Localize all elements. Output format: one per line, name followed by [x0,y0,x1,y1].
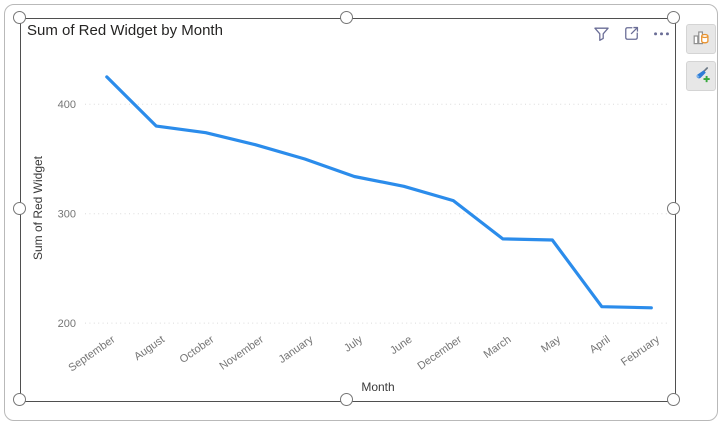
resize-handle-bottom-right[interactable] [667,393,680,406]
build-visual-button[interactable] [686,24,716,54]
svg-text:November: November [218,333,267,372]
filter-icon[interactable] [593,25,610,42]
more-options-icon[interactable] [653,25,670,42]
resize-handle-top-middle[interactable] [340,11,353,24]
visual-container-border [4,4,718,421]
resize-handle-middle-right[interactable] [667,202,680,215]
x-axis-title: Month [361,380,395,394]
bar-chart-with-paint-bucket-icon [692,29,710,50]
side-toolbar [686,24,716,91]
svg-text:February: February [619,333,662,368]
svg-text:400: 400 [58,99,76,111]
focus-mode-icon[interactable] [623,25,640,42]
visual-title: Sum of Red Widget by Month [27,22,223,39]
resize-handle-top-right[interactable] [667,11,680,24]
resize-handle-top-left[interactable] [13,11,26,24]
resize-handle-bottom-middle[interactable] [340,393,353,406]
svg-text:September: September [67,333,118,374]
svg-text:April: April [588,334,613,356]
svg-text:July: July [342,333,365,354]
svg-text:May: May [539,333,563,355]
visual-header [593,25,670,42]
resize-handle-middle-left[interactable] [13,202,26,215]
y-axis-title: Sum of Red Widget [31,155,45,261]
svg-text:June: June [388,334,414,358]
resize-handle-bottom-left[interactable] [13,393,26,406]
svg-text:October: October [178,333,217,365]
svg-text:August: August [132,334,167,363]
svg-text:January: January [277,333,316,366]
svg-text:December: December [416,333,465,372]
svg-text:300: 300 [58,209,76,221]
svg-text:March: March [482,334,514,361]
paintbrush-with-plus-icon [692,66,710,87]
svg-text:200: 200 [58,318,76,330]
format-visual-button[interactable] [686,61,716,91]
